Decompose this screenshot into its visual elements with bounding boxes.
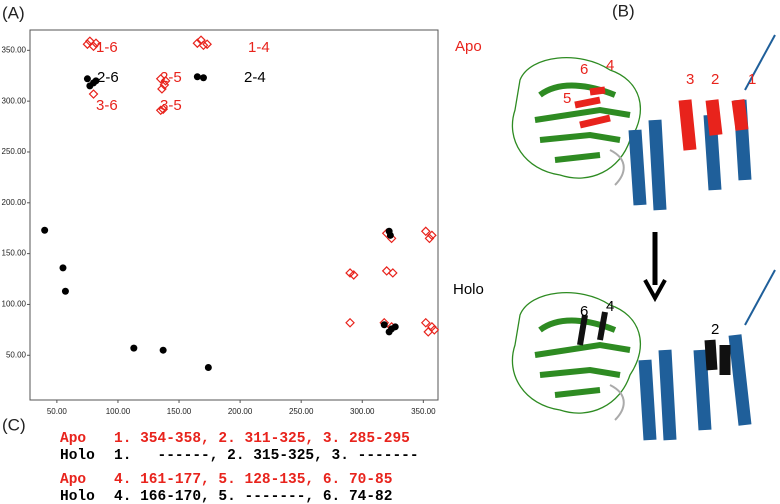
- point: [155, 73, 166, 84]
- structure-label: 1: [748, 71, 756, 88]
- structure-label: 6: [580, 303, 588, 320]
- arrow: [643, 232, 667, 303]
- point: [420, 317, 431, 328]
- point: [420, 226, 431, 237]
- structure-label: 6: [580, 61, 588, 78]
- state-label: Apo: [60, 431, 86, 447]
- state-label: Apo: [60, 472, 86, 488]
- x-tick-label: 100.00: [106, 407, 131, 416]
- annotation: 2-6: [97, 69, 119, 86]
- point: [158, 104, 168, 115]
- point: [385, 328, 393, 336]
- structure-label: 3: [686, 71, 694, 88]
- point: [424, 233, 435, 244]
- segment-line: 4. 161-177, 5. 128-135, 6. 70-85: [114, 472, 392, 488]
- point: [386, 231, 394, 239]
- point: [157, 84, 167, 94]
- point: [160, 75, 171, 86]
- point: [82, 39, 93, 50]
- x-tick-label: 250.00: [289, 407, 314, 416]
- point: [85, 36, 95, 47]
- y-tick-label: 250.00: [2, 147, 27, 156]
- point: [130, 344, 138, 352]
- point: [204, 363, 212, 371]
- y-tick-label: 50.00: [6, 350, 27, 359]
- annotation: 3-5: [160, 97, 182, 114]
- point: [380, 321, 388, 329]
- plot-frame: [29, 29, 439, 401]
- segment-table: Apo 1. 354-358, 2. 311-325, 3. 285-295 H…: [60, 431, 419, 504]
- x-tick-label: 200.00: [228, 407, 253, 416]
- y-tick-label: 100.00: [2, 300, 27, 309]
- segment-line: 4. 166-170, 5. -------, 6. 74-82: [114, 489, 392, 504]
- y-tick-label: 300.00: [2, 96, 27, 105]
- y-tick-label: 200.00: [2, 198, 27, 207]
- point: [196, 35, 206, 46]
- marks: 50.00 100.00 150.00 200.00 250.00 300.00 350.0…: [2, 35, 440, 416]
- annotation: 1-4: [248, 39, 270, 56]
- point: [88, 89, 99, 99]
- point: [83, 75, 91, 83]
- state-label: Apo: [455, 38, 482, 55]
- apo-structure: [511, 34, 776, 211]
- panel-label: (A): [2, 3, 25, 22]
- structure-label: 5: [563, 90, 571, 107]
- point: [348, 270, 359, 280]
- state-label: Holo: [453, 281, 484, 298]
- point: [86, 82, 94, 90]
- panel-label: (B): [612, 1, 635, 20]
- point: [391, 323, 399, 331]
- point: [155, 105, 166, 116]
- point: [41, 226, 49, 234]
- annotation: 2-4: [244, 69, 266, 86]
- segment-line: 1. 354-358, 2. 311-325, 3. 285-295: [114, 431, 410, 447]
- point: [199, 74, 207, 82]
- structure-label: 4: [606, 298, 614, 315]
- x-tick-label: 300.00: [350, 407, 375, 416]
- point: [92, 77, 100, 85]
- point: [61, 287, 69, 295]
- segment-line: 1. ------, 2. 315-325, 3. -------: [114, 448, 419, 464]
- holo-structure: [511, 269, 776, 441]
- y-tick-label: 150.00: [2, 249, 27, 258]
- annotation: 1-6: [96, 39, 118, 56]
- annotation: 3-6: [96, 97, 118, 114]
- point: [159, 346, 167, 354]
- point: [345, 317, 355, 328]
- panel-label: (C): [2, 415, 26, 434]
- state-label: Holo: [60, 489, 95, 504]
- structure-label: 4: [606, 57, 614, 74]
- point: [381, 266, 392, 276]
- point: [429, 325, 440, 335]
- point: [59, 264, 67, 272]
- annotation: 2-5: [160, 69, 182, 86]
- state-label: Holo: [60, 448, 95, 464]
- x-tick-label: 150.00: [167, 407, 192, 416]
- point: [387, 268, 398, 278]
- annotations: 1-6 1-4 2-6 2-5 2-4 3-6 3-5: [96, 39, 270, 114]
- x-tick-label: 350.00: [411, 407, 436, 416]
- x-tick-label: 50.00: [47, 407, 68, 416]
- point: [91, 38, 101, 49]
- structure-label: 2: [711, 71, 719, 88]
- point: [202, 39, 212, 50]
- point: [193, 73, 201, 81]
- y-tick-label: 350.00: [2, 45, 27, 54]
- structure-label: 2: [711, 321, 719, 338]
- point: [192, 38, 203, 49]
